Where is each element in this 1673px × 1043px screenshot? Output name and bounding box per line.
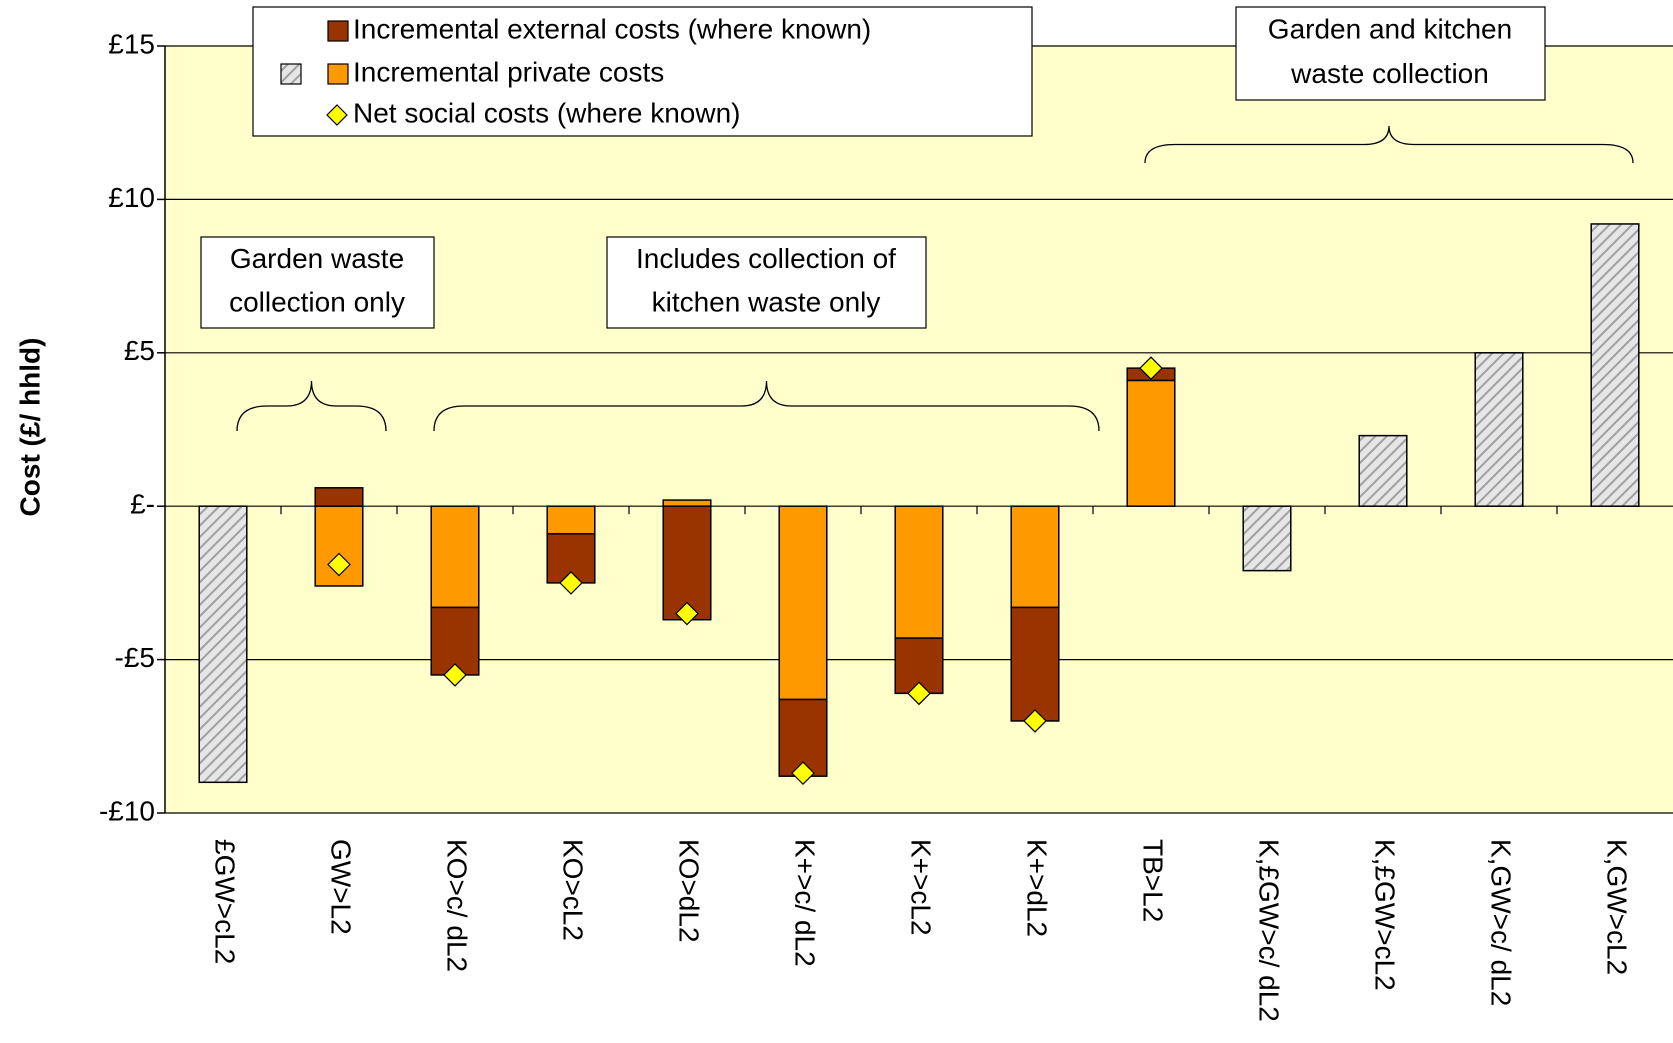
annotation-box	[1235, 6, 1546, 101]
x-tick-label: TB>L2	[1138, 839, 1169, 922]
annotation-text: collection only	[229, 287, 405, 318]
y-tick-label: £-	[130, 489, 155, 520]
brace	[433, 380, 1100, 432]
brace	[236, 380, 387, 432]
bar	[662, 499, 712, 507]
hatched-bar	[198, 505, 248, 784]
annotation-box	[606, 236, 927, 329]
annotation-text: waste collection	[1290, 58, 1489, 89]
legend-swatch	[327, 63, 349, 85]
bar	[430, 505, 480, 609]
x-tick-label: K,£GW>c/ dL2	[1254, 839, 1285, 1022]
diamond-marker	[443, 663, 467, 687]
x-tick-label: KO>c/ dL2	[442, 839, 473, 972]
legend: Incremental external costs (where known)…	[252, 6, 1033, 137]
diamond-marker	[327, 552, 351, 577]
y-tick-label: £10	[108, 182, 155, 213]
legend-label: Incremental private costs	[353, 56, 664, 87]
bar	[1010, 505, 1060, 609]
annotation-box	[200, 236, 435, 329]
bar	[778, 505, 828, 701]
legend-swatch	[327, 20, 349, 42]
x-tick-label: GW>L2	[326, 839, 357, 935]
annotation-text: kitchen waste only	[652, 287, 881, 318]
legend-marker	[326, 104, 348, 126]
x-tick-label: K+>dL2	[1022, 839, 1053, 937]
annotation-text: Garden and kitchen	[1268, 14, 1512, 45]
x-tick-label: £GW>cL2	[210, 839, 241, 964]
x-tick-label: K+>c/ dL2	[790, 839, 821, 967]
diamond-marker	[791, 761, 815, 785]
annotation-text: Garden waste	[230, 243, 404, 274]
bar	[662, 505, 712, 621]
diamond-marker	[1023, 709, 1047, 733]
bar	[314, 487, 364, 507]
bar	[1010, 606, 1060, 722]
y-tick-label: -£10	[99, 795, 155, 826]
y-tick-label: £15	[108, 28, 155, 59]
x-tick-label: K,£GW>cL2	[1370, 839, 1401, 991]
diamond-marker	[559, 571, 583, 595]
y-tick-label: -£5	[115, 642, 155, 673]
x-tick-label: KO>cL2	[558, 839, 589, 941]
bar	[894, 505, 944, 639]
legend-label: Incremental external costs (where known)	[353, 13, 871, 44]
hatched-bar	[1474, 352, 1524, 507]
legend-label: Net social costs (where known)	[353, 97, 740, 128]
x-tick-label: K,GW>cL2	[1602, 839, 1633, 975]
y-axis-label: Cost (£/ hhld)	[14, 338, 45, 517]
diamond-marker	[907, 681, 931, 706]
hatched-bar	[1590, 223, 1640, 507]
hatched-bar	[1242, 505, 1292, 572]
diamond-marker	[675, 601, 699, 626]
brace	[1144, 125, 1634, 164]
legend-box	[252, 6, 1033, 137]
bar	[546, 505, 596, 535]
y-tick-label: £5	[124, 335, 155, 366]
diamond-marker	[1139, 356, 1163, 380]
bar	[1126, 379, 1176, 507]
legend-swatch-hatched	[280, 63, 302, 85]
hatched-bar	[1358, 434, 1408, 507]
x-tick-label: K,GW>c/ dL2	[1486, 839, 1517, 1006]
x-tick-label: KO>dL2	[674, 839, 705, 943]
annotation-text: Includes collection of	[636, 243, 896, 274]
x-tick-label: K+>cL2	[906, 839, 937, 936]
